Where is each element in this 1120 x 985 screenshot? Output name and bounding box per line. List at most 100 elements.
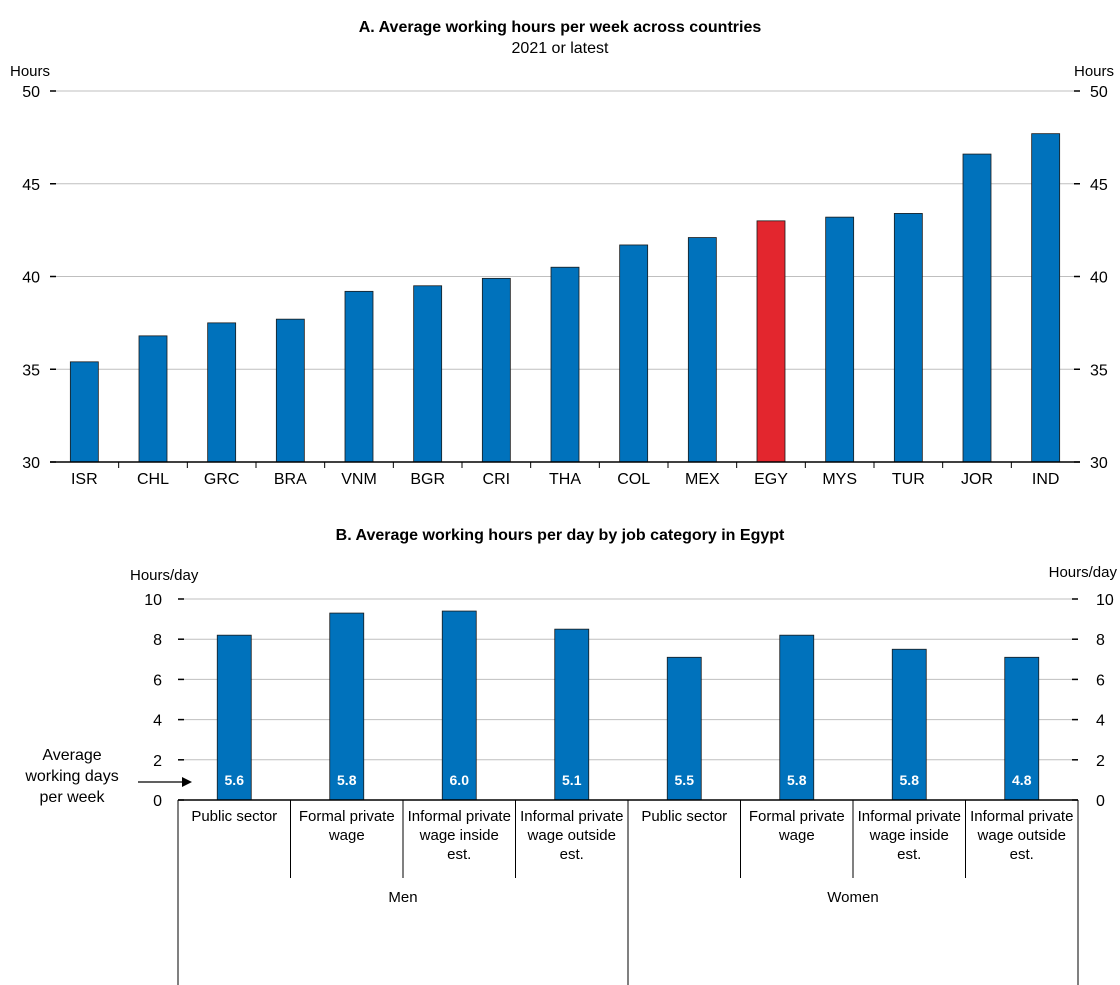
panel-a-right-tick-label: 50 [1090, 84, 1108, 101]
panel-a-bar [275, 318, 305, 463]
panel-b-bars: 5.6 5.8 6.0 5.1 5.5 5.8 5.8 4.8 [216, 610, 1040, 801]
panel-b-left-tick-label: 8 [153, 632, 162, 649]
panel-a-title: A. Average working hours per week across… [359, 19, 762, 36]
panel-a-category-label: BRA [274, 471, 307, 488]
panel-b-category-label: wage [778, 827, 815, 844]
panel-b-category-label: Public sector [191, 808, 277, 825]
panel-a-bar [893, 213, 923, 463]
panel-b-category-label: est. [1010, 846, 1034, 863]
panel-a-bar [138, 335, 168, 463]
panel-b-annotation-text: per week [40, 789, 106, 806]
panel-b-right-axis-label: Hours/day [1049, 564, 1118, 581]
panel-a-right-axis-label: Hours [1074, 63, 1114, 80]
panel-b-category-label: Informal private [970, 808, 1073, 825]
panel-b-bar [1004, 656, 1040, 801]
panel-b-category-label: wage outside [977, 827, 1066, 844]
panel-b-category-label: Informal private [408, 808, 511, 825]
panel-b-category-label: wage outside [527, 827, 616, 844]
panel-b-data-label: 5.8 [900, 772, 920, 788]
panel-a-bar [413, 285, 443, 463]
panel-b-right-tick-label: 0 [1096, 793, 1105, 810]
panel-b-bar [441, 610, 477, 801]
panel-a-right-tick-label: 45 [1090, 177, 1108, 194]
panel-a-category-label: CHL [137, 471, 169, 488]
panel-a-bar [207, 322, 237, 463]
panel-a-category-label: COL [617, 471, 650, 488]
panel-b-category-label: wage inside [869, 827, 949, 844]
panel-a: A. Average working hours per week across… [10, 19, 1114, 488]
panel-b-data-label: 6.0 [450, 772, 470, 788]
panel-b-left-tick-label: 2 [153, 753, 162, 770]
panel-b-gridlines [178, 598, 1078, 761]
panel-b-category-label: Formal private [749, 808, 845, 825]
panel-b-group-label: Men [388, 889, 417, 906]
panel-a-category-label: BGR [410, 471, 445, 488]
panel-b-category-label: wage [328, 827, 365, 844]
panel-a-left-tick-label: 50 [22, 84, 40, 101]
panel-b-category-label: Informal private [858, 808, 961, 825]
panel-a-category-label: IND [1032, 471, 1060, 488]
panel-a-left-axis-label: Hours [10, 63, 50, 80]
panel-b-data-label: 5.8 [337, 772, 357, 788]
panel-a-category-label: THA [549, 471, 581, 488]
panel-b: B. Average working hours per day by job … [24, 527, 1117, 985]
panel-b-left-tick-label: 6 [153, 672, 162, 689]
panel-b-data-label: 5.1 [562, 772, 582, 788]
panel-a-bar [619, 244, 649, 463]
panel-a-left-tick-label: 40 [22, 270, 40, 287]
panel-b-data-label: 5.6 [225, 772, 245, 788]
panel-a-category-label: VNM [341, 471, 377, 488]
panel-b-right-tick-label: 2 [1096, 753, 1105, 770]
panel-b-left-tick-label: 0 [153, 793, 162, 810]
panel-a-right-tick-label: 40 [1090, 270, 1108, 287]
panel-b-category-label: wage inside [419, 827, 499, 844]
panel-a-category-label: MEX [685, 471, 720, 488]
panel-a-ticks: 30 30 35 35 40 40 45 45 50 50 [22, 84, 1108, 472]
panel-b-category-label: est. [560, 846, 584, 863]
panel-a-right-tick-label: 35 [1090, 362, 1108, 379]
panel-b-left-tick-label: 4 [153, 713, 162, 730]
panel-b-bar [779, 634, 815, 801]
panel-b-category-labels: Public sector Formal private wage Informal … [191, 808, 1073, 906]
panel-b-annotation-text: working days [24, 768, 118, 785]
panel-a-bar [825, 216, 855, 463]
panel-b-right-tick-label: 4 [1096, 713, 1105, 730]
panel-b-group-label: Women [827, 889, 878, 906]
panel-b-annotation-text: Average [42, 747, 101, 764]
panel-a-bar [756, 220, 786, 463]
panel-b-data-label: 5.5 [675, 772, 695, 788]
panel-b-right-tick-label: 6 [1096, 672, 1105, 689]
panel-a-category-label: GRC [204, 471, 240, 488]
panel-a-bar [550, 266, 580, 463]
panel-a-left-tick-label: 35 [22, 362, 40, 379]
panel-a-category-label: TUR [892, 471, 925, 488]
panel-a-category-label: CRI [483, 471, 511, 488]
panel-a-category-label: JOR [961, 471, 993, 488]
panel-b-bar [891, 648, 927, 801]
panel-a-bars [69, 133, 1061, 463]
panel-b-bar [329, 612, 365, 801]
panel-b-right-tick-label: 10 [1096, 592, 1114, 609]
panel-a-bar [481, 277, 511, 463]
panel-a-bar [962, 153, 992, 463]
panel-a-category-labels: ISR CHL GRC BRA VNM BGR CRI THA COL MEX EGY MYS TUR J… [71, 471, 1059, 488]
panel-b-data-label: 4.8 [1012, 772, 1032, 788]
panel-a-category-label: EGY [754, 471, 788, 488]
panel-a-bar [69, 361, 99, 463]
panel-b-data-label: 5.8 [787, 772, 807, 788]
panel-b-title: B. Average working hours per day by job … [336, 527, 785, 544]
panel-b-left-axis-label: Hours/day [130, 567, 199, 584]
panel-a-category-label: ISR [71, 471, 98, 488]
panel-b-ticks: 0 0 2 2 4 4 6 6 8 8 10 10 [144, 592, 1114, 985]
panel-a-category-label: MYS [822, 471, 857, 488]
panel-b-bar [666, 656, 702, 801]
panel-b-category-label: Formal private [299, 808, 395, 825]
panel-a-bar [344, 290, 374, 463]
panel-a-subtitle: 2021 or latest [512, 40, 610, 57]
panel-a-left-tick-label: 30 [22, 455, 40, 472]
panel-a-bar [687, 237, 717, 463]
panel-b-category-label: Informal private [520, 808, 623, 825]
panel-b-bar [554, 628, 590, 801]
panel-b-bar [216, 634, 252, 801]
